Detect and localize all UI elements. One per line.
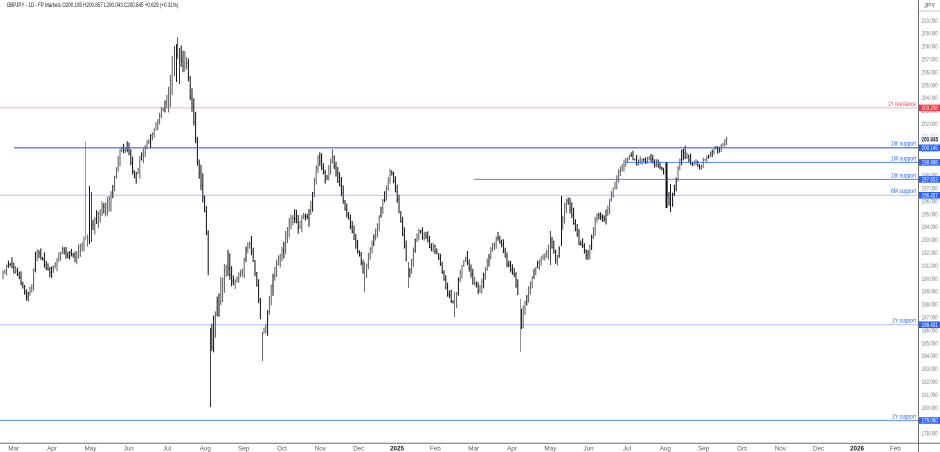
svg-text:192.000: 192.000	[922, 250, 939, 257]
svg-text:GBPJPY - 1D - FP Markets O200: GBPJPY - 1D - FP Markets O200.195 H200.8…	[7, 2, 179, 9]
svg-text:200.845: 200.845	[921, 136, 938, 143]
svg-text:Feb: Feb	[430, 446, 441, 452]
svg-text:194.000: 194.000	[922, 224, 939, 231]
svg-text:196.457: 196.457	[922, 193, 939, 200]
svg-text:204.000: 204.000	[922, 95, 939, 102]
svg-text:203.238: 203.238	[922, 105, 939, 112]
svg-text:Apr: Apr	[507, 446, 517, 452]
svg-text:200.145: 200.145	[922, 145, 939, 152]
svg-text:179.060: 179.060	[922, 418, 939, 425]
svg-text:178.000: 178.000	[922, 431, 939, 438]
svg-text:198.988: 198.988	[922, 160, 939, 167]
svg-text:208.000: 208.000	[922, 44, 939, 51]
svg-text:Oct: Oct	[737, 446, 747, 452]
svg-text:Oct: Oct	[277, 446, 287, 452]
svg-text:Nov: Nov	[775, 446, 787, 452]
svg-text:Mar: Mar	[8, 446, 19, 452]
svg-text:186.431: 186.431	[922, 322, 939, 329]
svg-text:2025: 2025	[390, 446, 405, 452]
svg-text:183.000: 183.000	[922, 366, 939, 373]
svg-text:193.000: 193.000	[922, 237, 939, 244]
svg-text:Jun: Jun	[124, 446, 135, 452]
svg-text:197.653: 197.653	[922, 177, 939, 184]
svg-text:Sep: Sep	[698, 446, 710, 452]
svg-text:203.000: 203.000	[922, 108, 939, 115]
svg-text:197.000: 197.000	[922, 186, 939, 193]
svg-text:182.000: 182.000	[922, 379, 939, 386]
svg-text:Jul: Jul	[623, 446, 631, 452]
svg-text:Aug: Aug	[200, 446, 212, 452]
svg-text:202.000: 202.000	[922, 121, 939, 128]
svg-text:Feb: Feb	[890, 446, 901, 452]
svg-text:195.000: 195.000	[922, 211, 939, 218]
svg-text:1Y resistance: 1Y resistance	[888, 102, 917, 108]
svg-text:206.000: 206.000	[922, 69, 939, 76]
svg-text:Dec: Dec	[813, 446, 824, 452]
svg-text:190.000: 190.000	[922, 276, 939, 283]
svg-text:Apr: Apr	[47, 446, 57, 452]
svg-text:Dec: Dec	[353, 446, 364, 452]
svg-text:Nov: Nov	[315, 446, 327, 452]
svg-text:1Y support: 1Y support	[892, 319, 916, 325]
svg-text:2026: 2026	[850, 446, 865, 452]
svg-text:1W support: 1W support	[891, 174, 916, 180]
svg-text:Aug: Aug	[660, 446, 672, 452]
svg-text:180.000: 180.000	[922, 405, 939, 412]
svg-text:Mar: Mar	[468, 446, 479, 452]
svg-text:May: May	[84, 446, 97, 452]
svg-text:1Y support: 1Y support	[892, 414, 916, 420]
svg-text:1W support: 1W support	[891, 142, 916, 148]
svg-text:205.000: 205.000	[922, 82, 939, 89]
svg-text:209.000: 209.000	[922, 31, 939, 38]
svg-text:196.000: 196.000	[922, 198, 939, 205]
svg-text:Jun: Jun	[584, 446, 595, 452]
svg-text:1W support: 1W support	[891, 156, 916, 162]
svg-text:185.000: 185.000	[922, 340, 939, 347]
svg-text:189.000: 189.000	[922, 289, 939, 296]
svg-text:184.000: 184.000	[922, 353, 939, 360]
svg-text:186.000: 186.000	[922, 327, 939, 334]
svg-text:191.000: 191.000	[922, 263, 939, 270]
svg-text:Sep: Sep	[238, 446, 250, 452]
svg-text:181.000: 181.000	[922, 392, 939, 399]
svg-text:JPY: JPY	[924, 3, 936, 10]
svg-text:6M support: 6M support	[891, 189, 916, 195]
svg-text:188.000: 188.000	[922, 302, 939, 309]
svg-text:Jul: Jul	[163, 446, 171, 452]
svg-text:210.000: 210.000	[922, 18, 939, 25]
svg-text:187.000: 187.000	[922, 315, 939, 322]
svg-text:May: May	[544, 446, 557, 452]
svg-text:207.000: 207.000	[922, 57, 939, 64]
